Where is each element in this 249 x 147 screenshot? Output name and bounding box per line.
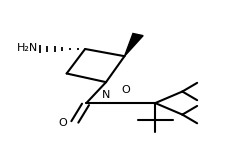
Text: N: N xyxy=(102,90,110,100)
Text: H₂N: H₂N xyxy=(17,42,38,52)
Polygon shape xyxy=(124,34,143,56)
Text: O: O xyxy=(121,85,130,95)
Text: O: O xyxy=(59,118,67,128)
